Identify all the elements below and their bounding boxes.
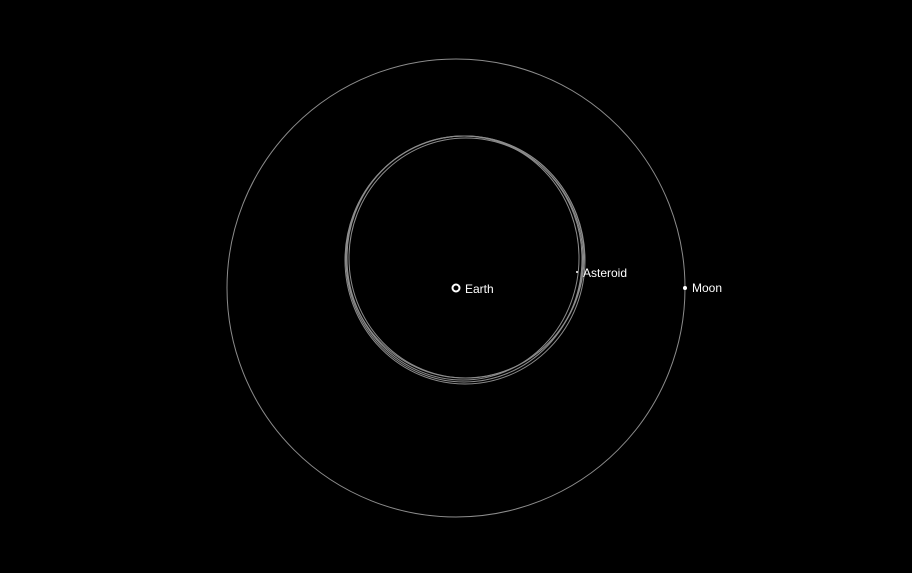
moon-marker bbox=[683, 286, 687, 290]
asteroid-label: Asteroid bbox=[583, 266, 627, 280]
asteroid-orbit bbox=[344, 135, 586, 385]
earth-marker bbox=[451, 283, 461, 293]
earth-label: Earth bbox=[465, 282, 494, 296]
moon-label: Moon bbox=[692, 281, 722, 295]
asteroid-orbit-strand bbox=[348, 137, 584, 379]
asteroid-marker bbox=[576, 271, 578, 273]
asteroid-orbit-strand bbox=[344, 135, 586, 385]
